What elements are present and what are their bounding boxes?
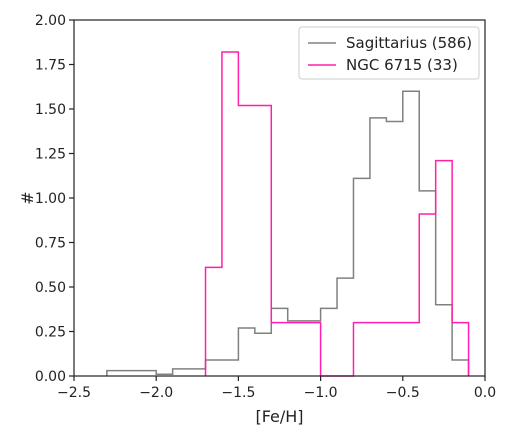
axes-layer: −2.5 −2.0 −1.5 −1.0 −0.5 0.0 0.00 0.25 0.50 0.75 1…	[35, 13, 496, 401]
legend-box	[298, 26, 480, 80]
x-tick-label: −2.5	[57, 385, 91, 401]
y-tick-label: 0.00	[35, 369, 66, 385]
y-tick-label: 1.00	[35, 191, 66, 207]
x-tick-label: −1.0	[304, 385, 338, 401]
y-tick-label: 0.75	[35, 236, 66, 252]
histogram-series-1	[106, 90, 470, 376]
y-axis-label: #	[18, 191, 37, 204]
x-tick-label: 0.0	[474, 385, 496, 401]
legend: Sagittarius (586) NGC 6715 (33)	[298, 26, 480, 80]
y-tick-label: 0.25	[35, 325, 66, 341]
x-tick-label: −0.5	[386, 385, 420, 401]
y-tick-label: 2.00	[35, 13, 66, 29]
x-tick-label: −1.5	[221, 385, 255, 401]
y-tick-label: 0.50	[35, 280, 66, 296]
legend-label: Sagittarius (586)	[346, 34, 472, 52]
x-axis-label: [Fe/H]	[255, 407, 303, 426]
y-tick-label: 1.75	[35, 58, 66, 74]
x-tick-label: −2.0	[139, 385, 173, 401]
y-tick-label: 1.50	[35, 102, 66, 118]
legend-label: NGC 6715 (33)	[346, 56, 458, 74]
y-tick-label: 1.25	[35, 147, 66, 163]
